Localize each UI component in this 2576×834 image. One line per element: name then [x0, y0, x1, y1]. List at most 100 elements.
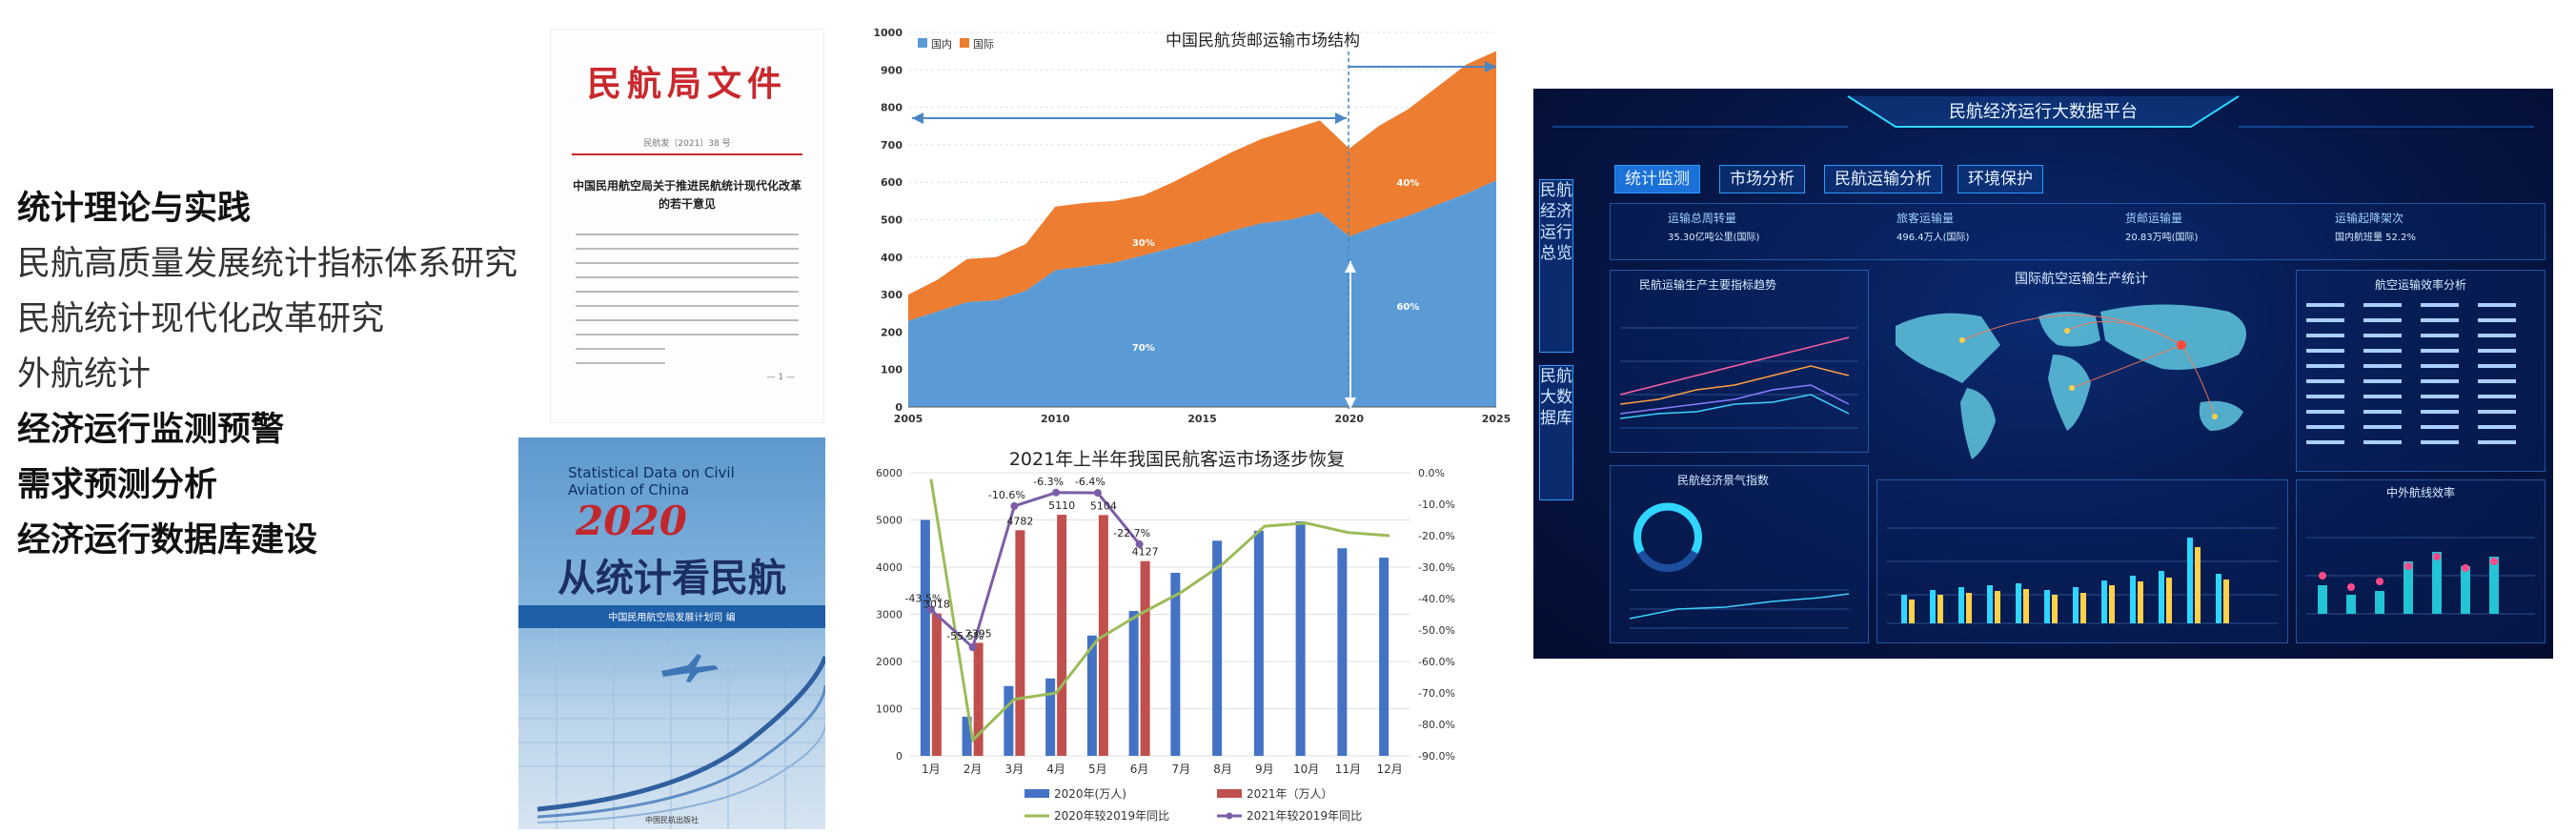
point-2021-yoy — [968, 643, 977, 652]
bar-2020 — [1212, 540, 1223, 756]
cargo-xtick-label: 2005 — [894, 413, 923, 425]
topic-item: 统计理论与实践 — [17, 190, 252, 228]
topic-item: 民航高质量发展统计指标体系研究 — [17, 245, 518, 283]
cargo-share-label: 30% — [1132, 238, 1155, 249]
kpi-4-value: 国内航班量 52.2% — [2335, 233, 2416, 243]
passenger-month-label: 8月 — [1213, 763, 1232, 776]
book-band — [518, 605, 825, 628]
trend-lines — [1620, 327, 1858, 429]
bar-2020 — [1004, 685, 1014, 756]
tab-market-analysis[interactable]: 市场分析 — [1719, 165, 1805, 193]
cargo-ytick-label: 1000 — [873, 27, 903, 39]
line-2020-yoy — [929, 478, 1390, 743]
passenger-left-tick: 0 — [896, 750, 903, 763]
dashboard-header-frame — [1552, 95, 2534, 128]
prosperity-index-panel: 民航经济景气指数 — [1610, 465, 1869, 643]
passenger-right-tick: -10.0% — [1418, 498, 1455, 511]
topic-list: 统计理论与实践民航高质量发展统计指标体系研究 民航统计现代化改革研究 外航统计经济运… — [17, 181, 518, 568]
route-efficiency-chart — [2306, 537, 2535, 615]
bar-2020 — [1253, 530, 1264, 756]
kpi-3-value: 20.83万吨(国际) — [2125, 233, 2199, 243]
line-2021-value-label: -43.5% — [904, 593, 942, 605]
cargo-area-domestic — [908, 180, 1496, 407]
point-2021-yoy — [926, 605, 935, 614]
passenger-month-label: 2月 — [963, 763, 983, 776]
prosperity-gauge — [1629, 502, 1850, 629]
cargo-ytick-label: 300 — [881, 289, 903, 301]
efficiency-panel-title: 航空运输效率分析 — [2374, 278, 2466, 292]
bar-2020 — [1128, 611, 1139, 756]
passenger-legend: 2020年(万人) 2021年（万人） 2020年较2019年同比 2021年较… — [1024, 787, 1362, 823]
dashboard-side-database[interactable]: 民航大数据库 — [1539, 365, 1573, 500]
book-press: 中国民航出版社 — [645, 816, 699, 824]
passenger-left-tick: 6000 — [876, 467, 903, 479]
bar-2020 — [1170, 572, 1181, 756]
trend-panel-title: 民航运输生产主要指标趋势 — [1639, 278, 1777, 292]
passenger-month-label: 6月 — [1130, 763, 1149, 776]
passenger-left-tick: 5000 — [876, 515, 903, 527]
kpi-3-label: 货邮运输量 — [2125, 212, 2183, 225]
bar-2021-value-label: 5110 — [1048, 499, 1075, 512]
efficiency-table-panel: 航空运输效率分析 — [2296, 270, 2546, 472]
kpi-1-value: 35.30亿吨公里(国际) — [1668, 233, 1760, 243]
topic-item: 经济运行监测预警 — [17, 411, 285, 449]
passenger-chart-title: 2021年上半年我国民航客运市场逐步恢复 — [1009, 449, 1345, 470]
bar-2021-value-label: 3018 — [923, 599, 950, 611]
dashboard-side-overview[interactable]: 民航经济运行总览 — [1539, 179, 1573, 353]
cargo-ytick-label: 700 — [881, 139, 903, 152]
passenger-month-label: 5月 — [1088, 763, 1107, 776]
topic-item: 民航统计现代化改革研究 — [17, 300, 385, 338]
bar-2021-value-label: 4127 — [1132, 546, 1159, 559]
tab-environment[interactable]: 环境保护 — [1957, 165, 2043, 193]
cargo-xtick-label: 2010 — [1041, 413, 1070, 425]
kpi-4-label: 运输起降架次 — [2335, 212, 2404, 225]
line-2021-value-label: -10.6% — [988, 489, 1025, 501]
passenger-left-tick: 3000 — [876, 609, 903, 621]
route-efficiency-title: 中外航线效率 — [2385, 486, 2455, 499]
passenger-right-tick: -50.0% — [1418, 624, 1455, 637]
line-2021-value-label: -22.7% — [1113, 527, 1150, 539]
topic-item: 外航统计 — [17, 356, 152, 394]
tab-transport-analysis[interactable]: 民航运输分析 — [1824, 165, 1942, 193]
map-title: 国际航空运输生产统计 — [2015, 272, 2148, 287]
cargo-ytick-label: 0 — [895, 401, 903, 414]
passenger-month-label: 7月 — [1172, 763, 1191, 776]
line-2021-value-label: -55.5% — [946, 630, 984, 642]
passenger-right-tick: -30.0% — [1418, 561, 1455, 574]
cargo-legend-domestic: 国内 — [931, 37, 952, 51]
bar-2021-value-label: 2395 — [965, 627, 992, 640]
cargo-chart-title: 中国民航货邮运输市场结构 — [1166, 31, 1360, 51]
passenger-left-tick: 1000 — [876, 703, 903, 716]
bar-2020 — [1295, 520, 1306, 756]
cargo-share-label: 60% — [1396, 302, 1419, 313]
bar-2020 — [962, 716, 972, 756]
kpi-2-value: 496.4万人(国际) — [1897, 233, 1970, 243]
prosperity-panel-title: 民航经济景气指数 — [1677, 474, 1770, 487]
document-heading: 中国民用航空局关于推进民航统计现代化改革的若干意见 — [572, 179, 801, 211]
point-2021-yoy — [1135, 539, 1144, 548]
passenger-month-label: 12月 — [1376, 763, 1402, 776]
topic-item: 需求预测分析 — [17, 466, 218, 504]
topic-item: 经济运行数据库建设 — [17, 521, 318, 559]
cargo-ytick-label: 100 — [881, 364, 903, 376]
trend-panel: 民航运输生产主要指标趋势 — [1610, 270, 1869, 453]
passenger-right-tick: -20.0% — [1418, 530, 1455, 542]
legend-2021-bar: 2021年（万人） — [1247, 787, 1333, 801]
line-2021-yoy — [929, 491, 1141, 650]
bar-2021 — [1140, 560, 1150, 756]
passenger-left-tick: 4000 — [876, 561, 903, 574]
passenger-right-tick: -70.0% — [1418, 687, 1455, 700]
cargo-ytick-label: 900 — [881, 64, 903, 76]
policy-document-image: 民航局文件 民航发〔2021〕38 号 中国民用航空局关于推进民航统计现代化改革… — [550, 29, 824, 423]
bar-2020 — [1379, 558, 1389, 756]
side-label-overview: 民航经济运行总览 — [1540, 181, 1572, 263]
cargo-ytick-label: 200 — [881, 326, 903, 338]
point-2021-yoy — [1052, 488, 1061, 497]
bar-2020 — [1337, 548, 1348, 756]
bottom-bar-panel — [1876, 479, 2288, 643]
legend-2021-line: 2021年较2019年同比 — [1247, 808, 1362, 823]
bar-2020 — [1045, 678, 1056, 756]
cargo-xtick-label: 2020 — [1334, 413, 1364, 425]
tab-statistics-monitoring[interactable]: 统计监测 — [1614, 165, 1700, 193]
passenger-left-tick: 2000 — [876, 656, 903, 668]
